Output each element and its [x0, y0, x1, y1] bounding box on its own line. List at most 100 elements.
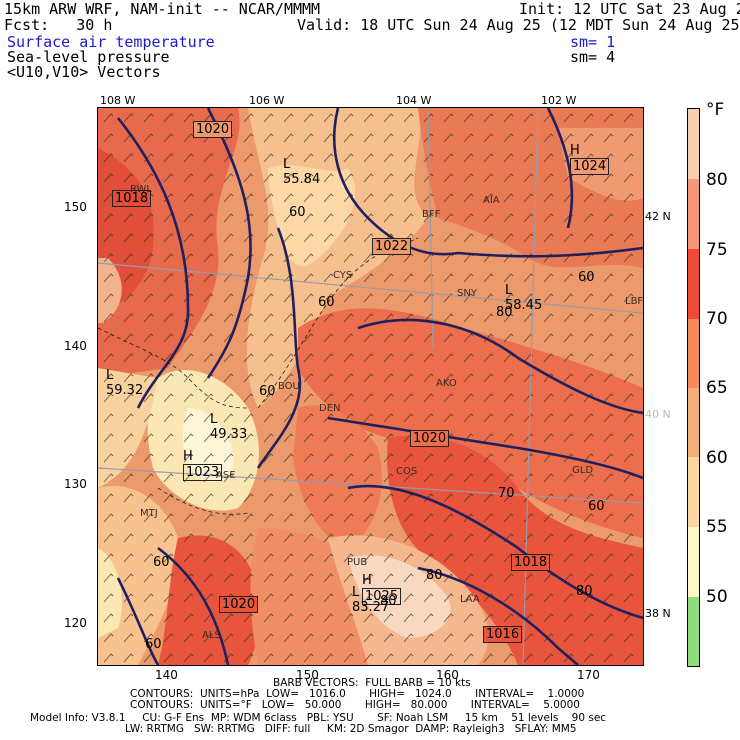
- high-value: 1023: [183, 464, 223, 481]
- model-title: 15km ARW WRF, NAM-init -- NCAR/MMMM: [4, 0, 321, 18]
- isotherm-label: 80: [576, 584, 593, 599]
- colorbar-label: 70: [706, 309, 728, 329]
- low-temperature-center-east: L 58.45: [505, 283, 542, 313]
- isotherm-label: 60: [318, 295, 335, 310]
- high-value: 1024: [570, 158, 610, 175]
- grid-x-label-160: 160: [436, 668, 459, 682]
- grid-y-label-140: 140: [64, 339, 87, 353]
- forecast-map-canvas: [98, 108, 643, 665]
- temperature-colorbar: [687, 108, 700, 667]
- isotherm-label: 60: [153, 555, 170, 570]
- low-value: 59.32: [106, 383, 144, 398]
- isotherm-label: 60: [259, 384, 276, 399]
- isobar-label: 1020: [410, 430, 450, 447]
- station-label: COS: [396, 466, 418, 477]
- isotherm-label: 80: [426, 568, 443, 583]
- high-pressure-center-ne: H 1024: [570, 143, 610, 175]
- colorbar-segment: [688, 179, 699, 249]
- station-label: LAA: [460, 594, 480, 605]
- colorbar-label: 80: [706, 170, 728, 190]
- colorbar-label: 65: [706, 378, 728, 398]
- isotherm-label: 60: [145, 637, 162, 652]
- high-pressure-center-south: H 1025: [362, 573, 402, 605]
- low-value: 49.33: [210, 427, 248, 442]
- lon-label-108w: 108 W: [100, 94, 136, 107]
- isotherm-label: 70: [498, 486, 515, 501]
- colorbar-unit: °F: [706, 100, 725, 120]
- isotherm-contours: [98, 237, 419, 515]
- high-value: 1025: [362, 588, 402, 605]
- low-temperature-center-mountain: L 49.33: [210, 412, 247, 442]
- field-temperature-smoothing: sm= 1: [570, 33, 616, 51]
- low-marker: L: [352, 585, 360, 600]
- grid-y-label-150: 150: [64, 200, 87, 214]
- high-pressure-center-sw: H 1023: [183, 449, 223, 481]
- lon-label-102w: 102 W: [541, 94, 577, 107]
- station-label: LBF: [625, 296, 644, 307]
- field-vectors-label: <U10,V10> Vectors: [7, 63, 161, 81]
- grid-x-label-150: 150: [296, 668, 319, 682]
- isobar-label: 1018: [511, 554, 551, 571]
- low-value: 83.27: [352, 600, 390, 615]
- footer-temperature-contours: CONTOURS: UNITS=°F LOW= 50.000 HIGH= 80.…: [130, 699, 580, 711]
- field-temperature-label: Surface air temperature: [7, 33, 215, 51]
- isotherm-label: 80: [496, 305, 513, 320]
- low-temperature-center-south: L 83.27: [352, 585, 389, 615]
- lat-label-42n: 42 N: [645, 210, 671, 223]
- station-label: BOU: [278, 381, 300, 392]
- grid-x-label-140: 140: [155, 668, 178, 682]
- field-pressure-smoothing: sm= 4: [570, 48, 616, 66]
- isobar-label: 1022: [372, 238, 412, 255]
- lon-label-106w: 106 W: [249, 94, 285, 107]
- station-label: AKO: [436, 378, 457, 389]
- field-pressure-label: Sea-level pressure: [7, 48, 170, 66]
- colorbar-segment: [688, 249, 699, 319]
- forecast-map: [97, 107, 644, 666]
- station-label: CYS: [333, 270, 353, 281]
- low-marker: L: [505, 283, 513, 298]
- footer-pressure-contours: CONTOURS: UNITS=hPa LOW= 1016.0 HIGH= 10…: [130, 688, 585, 700]
- footer-barb-info: BARB VECTORS: FULL BARB = 10 kts: [273, 677, 471, 689]
- low-marker: L: [106, 368, 114, 383]
- isobar-label: 1020: [193, 121, 233, 138]
- isotherm-label: 60: [578, 270, 595, 285]
- station-label: ASE: [216, 470, 236, 481]
- isobar-label: 1020: [219, 596, 259, 613]
- isobar-label: 1016: [483, 626, 523, 643]
- colorbar-label: 60: [706, 448, 728, 468]
- colorbar-label: 75: [706, 240, 728, 260]
- isotherm-label: 80: [380, 594, 397, 609]
- high-marker: H: [362, 573, 372, 588]
- low-temperature-center-west: L 59.32: [106, 368, 143, 398]
- isotherm-label: 60: [289, 205, 306, 220]
- colorbar-segment: [688, 319, 699, 388]
- colorbar-segment: [688, 388, 699, 457]
- temperature-fill: [98, 108, 643, 665]
- isotherm-label: 60: [588, 499, 605, 514]
- station-label: RWL: [130, 184, 153, 195]
- colorbar-label: 50: [706, 587, 728, 607]
- low-marker: L: [283, 157, 291, 172]
- low-value: 58.45: [505, 298, 543, 313]
- station-label: ALS: [202, 630, 221, 641]
- lat-label-40n: 40 N: [645, 408, 671, 421]
- colorbar-label: 55: [706, 517, 728, 537]
- isobar-contours: [116, 108, 643, 665]
- station-label: SNY: [457, 288, 477, 299]
- footer-physics-info: LW: RRTMG SW: RRTMG DIFF: full KM: 2D Sm…: [125, 723, 577, 735]
- colorbar-segment: [688, 527, 699, 597]
- lat-label-38n: 38 N: [645, 607, 671, 620]
- station-label: GLD: [572, 465, 594, 476]
- grid-y-label-120: 120: [64, 616, 87, 630]
- grid-x-label-170: 170: [577, 668, 600, 682]
- valid-time: Valid: 18 UTC Sun 24 Aug 25 (12 MDT Sun …: [297, 16, 740, 34]
- init-time: Init: 12 UTC Sat 23 Aug 25: [519, 0, 740, 18]
- high-marker: H: [570, 143, 580, 158]
- colorbar-segment: [688, 109, 699, 179]
- colorbar-segment: [688, 457, 699, 527]
- station-label: AIA: [483, 195, 500, 206]
- isobar-label: 1018: [112, 190, 152, 207]
- low-value: 55.84: [283, 172, 321, 187]
- low-marker: L: [210, 412, 218, 427]
- footer-model-info: Model Info: V3.8.1 CU: G-F Ens MP: WDM 6…: [30, 712, 607, 724]
